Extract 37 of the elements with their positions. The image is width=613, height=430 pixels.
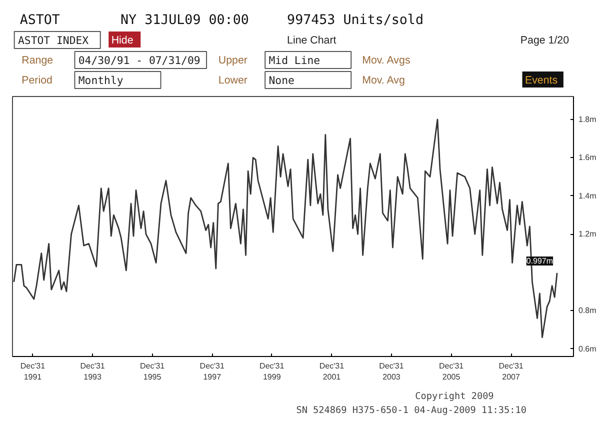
text: Mov. Avg bbox=[362, 74, 406, 86]
x-tick-label: Dec'31 1995 bbox=[140, 362, 166, 382]
text: Range bbox=[22, 54, 54, 66]
x-tick-label: Dec'31 2007 bbox=[498, 362, 524, 382]
text: Page 1/20 bbox=[520, 34, 570, 46]
x-tick-label: Dec'31 2005 bbox=[438, 362, 464, 382]
text: Events bbox=[524, 74, 558, 86]
text: 04/30/91 - 07/31/09 bbox=[78, 54, 200, 67]
text: Hide bbox=[111, 34, 134, 46]
annotation: 0.997m bbox=[526, 256, 554, 266]
y-tick-label: 1.4m bbox=[578, 191, 597, 200]
x-tick-label: Dec'31 2003 bbox=[379, 362, 404, 382]
y-tick-label: 0.6m bbox=[578, 344, 597, 354]
y-tick-label: 1.6m bbox=[578, 153, 597, 162]
text: Upper bbox=[218, 54, 248, 66]
text: ASTOT bbox=[20, 13, 60, 28]
x-tick-label: Dec'31 2001 bbox=[319, 362, 345, 382]
text: Lower bbox=[218, 74, 248, 86]
text: Copyright 2009 bbox=[415, 391, 494, 402]
text: None bbox=[268, 74, 294, 87]
text: Mov. Avgs bbox=[362, 54, 410, 66]
text: SN 524869 H375-650-1 04-Aug-2009 11:35:10 bbox=[296, 405, 527, 416]
text: Mid Line bbox=[268, 54, 320, 67]
text: NY 31JUL09 00:00 bbox=[120, 13, 249, 28]
y-tick-label: 0.8m bbox=[578, 306, 597, 316]
y-tick-label: 1.2m bbox=[578, 230, 597, 239]
x-tick-label: Dec'31 1991 bbox=[20, 362, 46, 382]
text: ASTOT INDEX bbox=[18, 34, 90, 47]
text: 997453 Units/sold bbox=[287, 13, 424, 28]
y-tick-label: 1.8m bbox=[578, 114, 597, 124]
line-series bbox=[13, 118, 558, 338]
x-tick-label: Dec'31 1997 bbox=[200, 362, 226, 382]
text: Line Chart bbox=[287, 34, 336, 46]
x-tick-label: Dec'31 1993 bbox=[80, 362, 106, 382]
text: Monthly bbox=[78, 74, 124, 87]
x-tick-label: Dec'31 1999 bbox=[260, 362, 285, 382]
text: Period bbox=[22, 74, 53, 86]
